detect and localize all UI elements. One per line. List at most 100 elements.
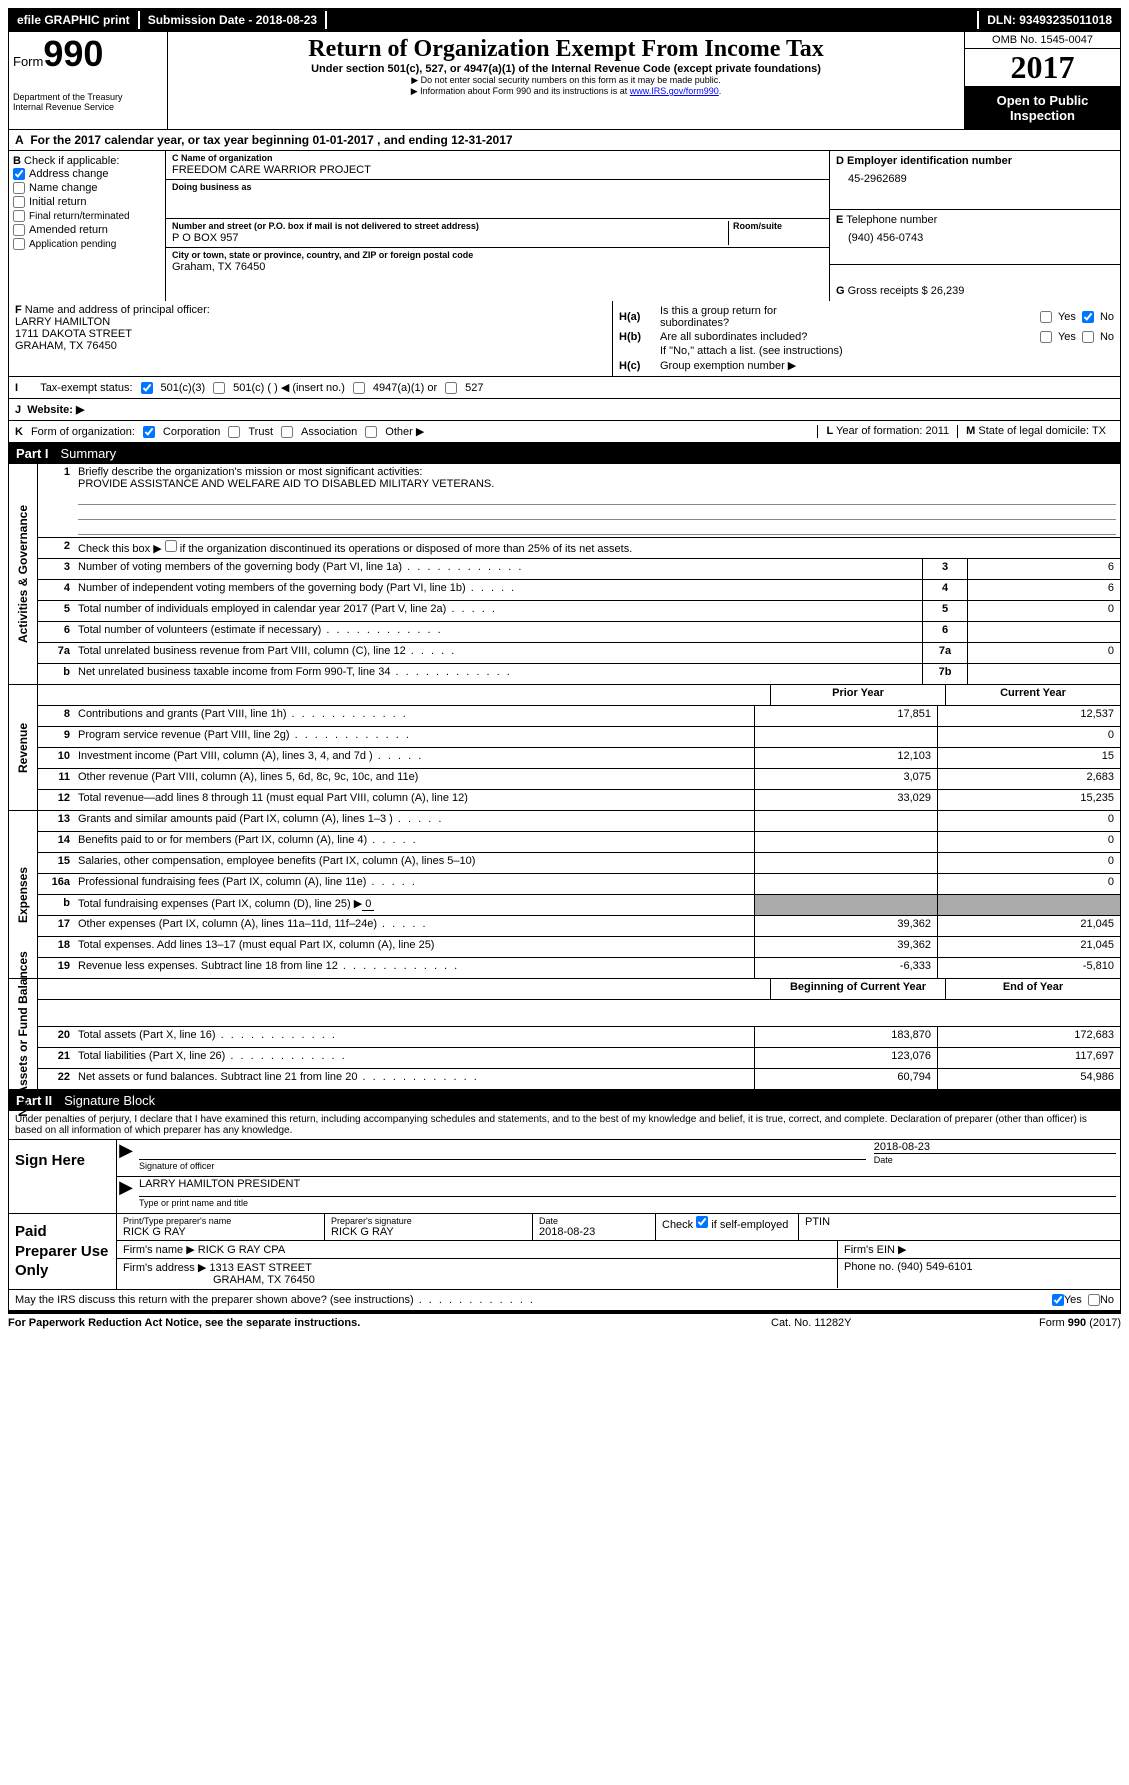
501c3-checkbox[interactable] [141, 382, 153, 394]
firm-name: RICK G RAY CPA [198, 1244, 285, 1256]
sign-section: Sign Here ▶Signature of officer2018-08-2… [8, 1140, 1121, 1214]
preparer-sig: RICK G RAY [331, 1226, 526, 1238]
irs-link[interactable]: www.IRS.gov/form990 [630, 86, 719, 96]
form-label: Form [13, 54, 43, 69]
line6-value [967, 622, 1120, 642]
org-name: FREEDOM CARE WARRIOR PROJECT [172, 163, 823, 177]
firm-address: 1313 EAST STREET [209, 1262, 312, 1274]
section-k: K Form of organization: Corporation Trus… [9, 421, 1120, 442]
section-c: C Name of organizationFREEDOM CARE WARRI… [166, 151, 829, 301]
discuss-no-checkbox[interactable] [1088, 1294, 1100, 1306]
ha-no-checkbox[interactable] [1082, 311, 1094, 323]
name-change-checkbox[interactable] [13, 182, 25, 194]
line15-current: 0 [937, 853, 1120, 873]
omb-number: OMB No. 1545-0047 [965, 32, 1120, 49]
ein-value: 45-2962689 [836, 167, 1114, 185]
officer-print-name: LARRY HAMILTON PRESIDENT [139, 1178, 1116, 1196]
side-revenue: Revenue [9, 685, 38, 810]
section-a: A For the 2017 calendar year, or tax yea… [9, 130, 1120, 151]
efile-label[interactable]: efile GRAPHIC print [9, 11, 140, 29]
firm-phone: (940) 549-6101 [897, 1261, 972, 1273]
trust-checkbox[interactable] [228, 426, 240, 438]
line18-current: 21,045 [937, 937, 1120, 957]
form-number: 990 [43, 33, 103, 74]
line7a-value: 0 [967, 643, 1120, 663]
side-netassets: Net Assets or Fund Balances [9, 979, 38, 1089]
part1-header: Part ISummary [8, 443, 1121, 464]
line12-prior: 33,029 [754, 790, 937, 810]
line19-prior: -6,333 [754, 958, 937, 978]
line11-prior: 3,075 [754, 769, 937, 789]
501c-checkbox[interactable] [213, 382, 225, 394]
form-header: Form990 Department of the Treasury Inter… [8, 32, 1121, 130]
527-checkbox[interactable] [445, 382, 457, 394]
dln: DLN: 93493235011018 [977, 11, 1120, 29]
preparer-name: RICK G RAY [123, 1226, 318, 1238]
preparer-date: 2018-08-23 [539, 1226, 649, 1238]
dept-label: Department of the Treasury [13, 92, 163, 102]
irs-label: Internal Revenue Service [13, 102, 163, 112]
tax-year: 2017 [965, 49, 1120, 87]
info-note: ▶ Information about Form 990 and its ins… [172, 86, 960, 97]
telephone-value: (940) 456-0743 [836, 226, 1114, 244]
part2-header: Part IISignature Block [8, 1090, 1121, 1111]
line20-end: 172,683 [937, 1027, 1120, 1047]
line5-value: 0 [967, 601, 1120, 621]
discontinued-checkbox[interactable] [165, 540, 177, 552]
other-checkbox[interactable] [365, 426, 377, 438]
line14-prior [754, 832, 937, 852]
officer-name: LARRY HAMILTON [15, 316, 110, 328]
submission-date: Submission Date - 2018-08-23 [140, 11, 327, 29]
line21-begin: 123,076 [754, 1048, 937, 1068]
amended-return-checkbox[interactable] [13, 224, 25, 236]
section-j: J Website: ▶ [9, 399, 1120, 421]
line8-prior: 17,851 [754, 706, 937, 726]
line22-begin: 60,794 [754, 1069, 937, 1089]
line4-value: 6 [967, 580, 1120, 600]
line12-current: 15,235 [937, 790, 1120, 810]
address-change-checkbox[interactable] [13, 168, 25, 180]
officer-city: GRAHAM, TX 76450 [15, 340, 117, 352]
ha-yes-checkbox[interactable] [1040, 311, 1052, 323]
line13-current: 0 [937, 811, 1120, 831]
city-state-zip: Graham, TX 76450 [172, 260, 823, 274]
sign-date: 2018-08-23 [874, 1141, 1116, 1153]
line10-current: 15 [937, 748, 1120, 768]
line3-value: 6 [967, 559, 1120, 579]
line9-prior [754, 727, 937, 747]
form-subtitle: Under section 501(c), 527, or 4947(a)(1)… [172, 63, 960, 75]
mission-text: PROVIDE ASSISTANCE AND WELFARE AID TO DI… [78, 478, 1116, 490]
line7b-value [967, 664, 1120, 684]
discuss-row: May the IRS discuss this return with the… [8, 1290, 1121, 1311]
footer: For Paperwork Reduction Act Notice, see … [8, 1311, 1121, 1332]
gross-receipts: 26,239 [931, 285, 965, 297]
line19-current: -5,810 [937, 958, 1120, 978]
line16b-value: 0 [362, 898, 374, 911]
officer-street: 1711 DAKOTA STREET [15, 328, 132, 340]
line18-prior: 39,362 [754, 937, 937, 957]
top-bar: efile GRAPHIC print Submission Date - 20… [8, 8, 1121, 32]
4947-checkbox[interactable] [353, 382, 365, 394]
form-title: Return of Organization Exempt From Incom… [172, 36, 960, 63]
section-i: I Tax-exempt status: 501(c)(3) 501(c) ( … [9, 377, 1120, 399]
line17-current: 21,045 [937, 916, 1120, 936]
application-pending-checkbox[interactable] [13, 238, 25, 250]
line13-prior [754, 811, 937, 831]
line21-end: 117,697 [937, 1048, 1120, 1068]
self-employed-checkbox[interactable] [696, 1216, 708, 1228]
discuss-yes-checkbox[interactable] [1052, 1294, 1064, 1306]
state-domicile: TX [1092, 425, 1106, 437]
hb-no-checkbox[interactable] [1082, 331, 1094, 343]
line11-current: 2,683 [937, 769, 1120, 789]
firm-address2: GRAHAM, TX 76450 [123, 1274, 315, 1286]
public-inspection: Open to Public Inspection [965, 87, 1120, 129]
hb-yes-checkbox[interactable] [1040, 331, 1052, 343]
initial-return-checkbox[interactable] [13, 196, 25, 208]
assoc-checkbox[interactable] [281, 426, 293, 438]
corp-checkbox[interactable] [143, 426, 155, 438]
line16a-current: 0 [937, 874, 1120, 894]
line14-current: 0 [937, 832, 1120, 852]
street-address: P O BOX 957 [172, 231, 728, 245]
section-h: H(a)Is this a group return forsubordinat… [613, 301, 1120, 376]
final-return-checkbox[interactable] [13, 210, 25, 222]
